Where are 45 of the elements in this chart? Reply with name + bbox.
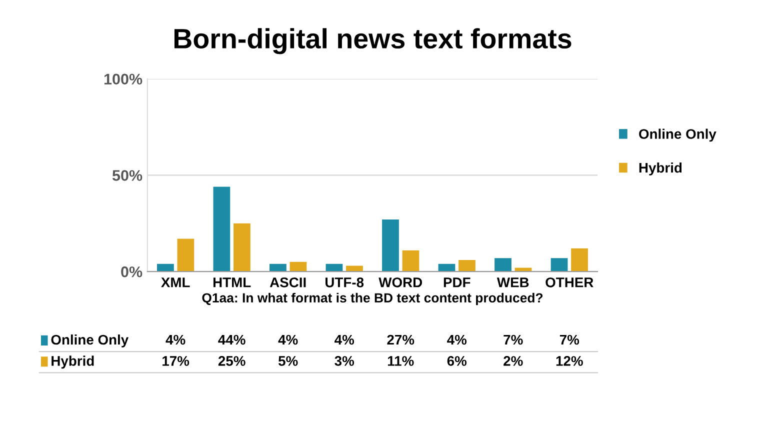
data-label: 17% bbox=[162, 356, 190, 366]
bar bbox=[177, 238, 194, 272]
data-label: 5% bbox=[278, 356, 298, 366]
bar bbox=[270, 264, 286, 272]
bar bbox=[571, 248, 588, 272]
bar bbox=[290, 262, 307, 272]
y-tick-label: 100% bbox=[104, 74, 142, 85]
x-tick-label: PDF bbox=[444, 278, 470, 288]
x-tick-label: WEB bbox=[496, 278, 529, 288]
data-label: 44% bbox=[218, 334, 246, 345]
chart-title: Born-digital news text formats bbox=[174, 28, 572, 54]
data-label: 27% bbox=[387, 334, 414, 345]
data-label: 4% bbox=[278, 334, 298, 345]
x-axis-title: Q1aa: In what format is the BD text content produced? bbox=[202, 292, 543, 306]
data-label: 25% bbox=[218, 356, 246, 366]
x-tick-label: ASCII bbox=[270, 277, 306, 288]
bar bbox=[550, 258, 568, 272]
bar bbox=[402, 250, 420, 272]
text: Hybrid bbox=[52, 356, 94, 369]
data-label: 7% bbox=[560, 334, 580, 345]
x-tick-label: WORD bbox=[378, 277, 422, 288]
x-tick-label: HTML bbox=[213, 278, 251, 288]
data-label: 7% bbox=[504, 334, 523, 345]
data-label: 2% bbox=[504, 356, 523, 366]
bar bbox=[157, 264, 174, 272]
y-tick-label: 50% bbox=[112, 170, 142, 181]
x-tick-label: OTHER bbox=[546, 277, 594, 288]
data-label: 6% bbox=[447, 356, 467, 366]
bar bbox=[494, 258, 512, 272]
data-label: 12% bbox=[556, 356, 583, 366]
bar bbox=[458, 260, 476, 272]
legend-label: Online Only bbox=[51, 334, 129, 348]
data-label: 4% bbox=[166, 334, 186, 345]
y-tick-label: 0% bbox=[121, 266, 142, 278]
text: Online Only bbox=[639, 128, 716, 142]
data-label: 4% bbox=[447, 334, 467, 345]
legend-label: Hybrid bbox=[639, 162, 682, 176]
data-label: 3% bbox=[334, 356, 354, 366]
bar bbox=[382, 220, 399, 272]
data-label: 11% bbox=[388, 356, 414, 366]
bar bbox=[213, 186, 230, 272]
x-tick-label: UTF-8 bbox=[326, 277, 364, 288]
bar bbox=[234, 223, 250, 272]
data-label: 4% bbox=[334, 334, 354, 345]
x-tick-label: XML bbox=[161, 278, 190, 288]
